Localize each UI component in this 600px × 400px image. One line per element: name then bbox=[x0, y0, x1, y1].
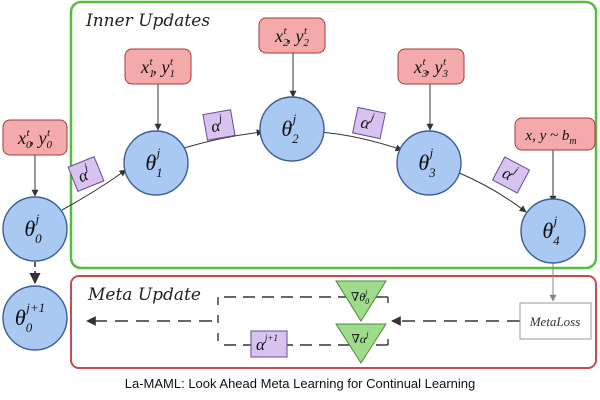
update-arrow-2-3 bbox=[320, 131, 403, 152]
data-box-1: x1t, y1t bbox=[124, 48, 192, 85]
update-arrow-3-4 bbox=[456, 171, 527, 213]
alpha-next-tag: αj+1 bbox=[250, 330, 288, 358]
node-theta-2: θ2j bbox=[259, 96, 325, 162]
svg-text:θ3j: θ3j bbox=[418, 145, 436, 180]
data-box-3: x3t, y3t bbox=[397, 48, 465, 85]
data-box-batch: x, y ~ bm bbox=[514, 117, 596, 151]
svg-text:x, y ~ bm: x, y ~ bm bbox=[524, 128, 576, 147]
meta-update-box bbox=[70, 275, 597, 369]
data-box-2: x2t, y2t bbox=[258, 17, 326, 54]
svg-text:αj: αj bbox=[74, 161, 93, 186]
svg-text:θ1j: θ1j bbox=[145, 145, 162, 180]
svg-text:αj+1: αj+1 bbox=[256, 333, 278, 354]
inner-updates-title: Inner Updates bbox=[85, 11, 210, 31]
svg-text:MetaLoss: MetaLoss bbox=[529, 314, 581, 329]
svg-text:αj: αj bbox=[209, 112, 225, 136]
alpha-tag-0: αj bbox=[67, 156, 105, 192]
svg-text:θ0j+1: θ0j+1 bbox=[15, 300, 45, 335]
svg-text:x0t, y0t: x0t, y0t bbox=[17, 127, 53, 151]
node-theta-0: θ0j bbox=[2, 196, 68, 262]
svg-text:θ4j: θ4j bbox=[542, 213, 560, 248]
meta-update-title: Meta Update bbox=[87, 285, 201, 305]
alpha-tag-1: αj bbox=[202, 109, 236, 141]
svg-text:∇θ0j: ∇θ0j bbox=[351, 288, 369, 306]
node-theta-4: θ4j bbox=[520, 198, 586, 264]
grad-theta-triangle: ∇θ0j bbox=[335, 280, 387, 322]
data-box-0: x0t, y0t bbox=[2, 119, 68, 156]
svg-text:x3t, y3t: x3t, y3t bbox=[413, 56, 449, 80]
grad-alpha-triangle: ∇αj bbox=[335, 323, 387, 364]
update-arrow-1-2 bbox=[183, 129, 264, 149]
svg-text:θ0j: θ0j bbox=[24, 211, 42, 246]
svg-text:θ2j: θ2j bbox=[281, 111, 299, 146]
meta-loss-box: MetaLoss bbox=[519, 302, 592, 340]
node-theta-1: θ1j bbox=[123, 130, 189, 196]
svg-text:x1t, y1t: x1t, y1t bbox=[140, 56, 175, 80]
update-arrow-0-1 bbox=[61, 169, 127, 211]
svg-text:∇αj: ∇αj bbox=[352, 330, 370, 346]
alpha-tag-2: αj bbox=[352, 106, 386, 140]
node-theta-3: θ3j bbox=[396, 130, 462, 196]
node-theta-next: θ0j+1 bbox=[2, 285, 68, 351]
inner-updates-box bbox=[69, 0, 598, 270]
svg-text:x2t, y2t: x2t, y2t bbox=[274, 25, 310, 49]
alpha-tag-3: αj bbox=[491, 156, 531, 194]
caption: La-MAML: Look Ahead Meta Learning for Co… bbox=[125, 376, 476, 391]
